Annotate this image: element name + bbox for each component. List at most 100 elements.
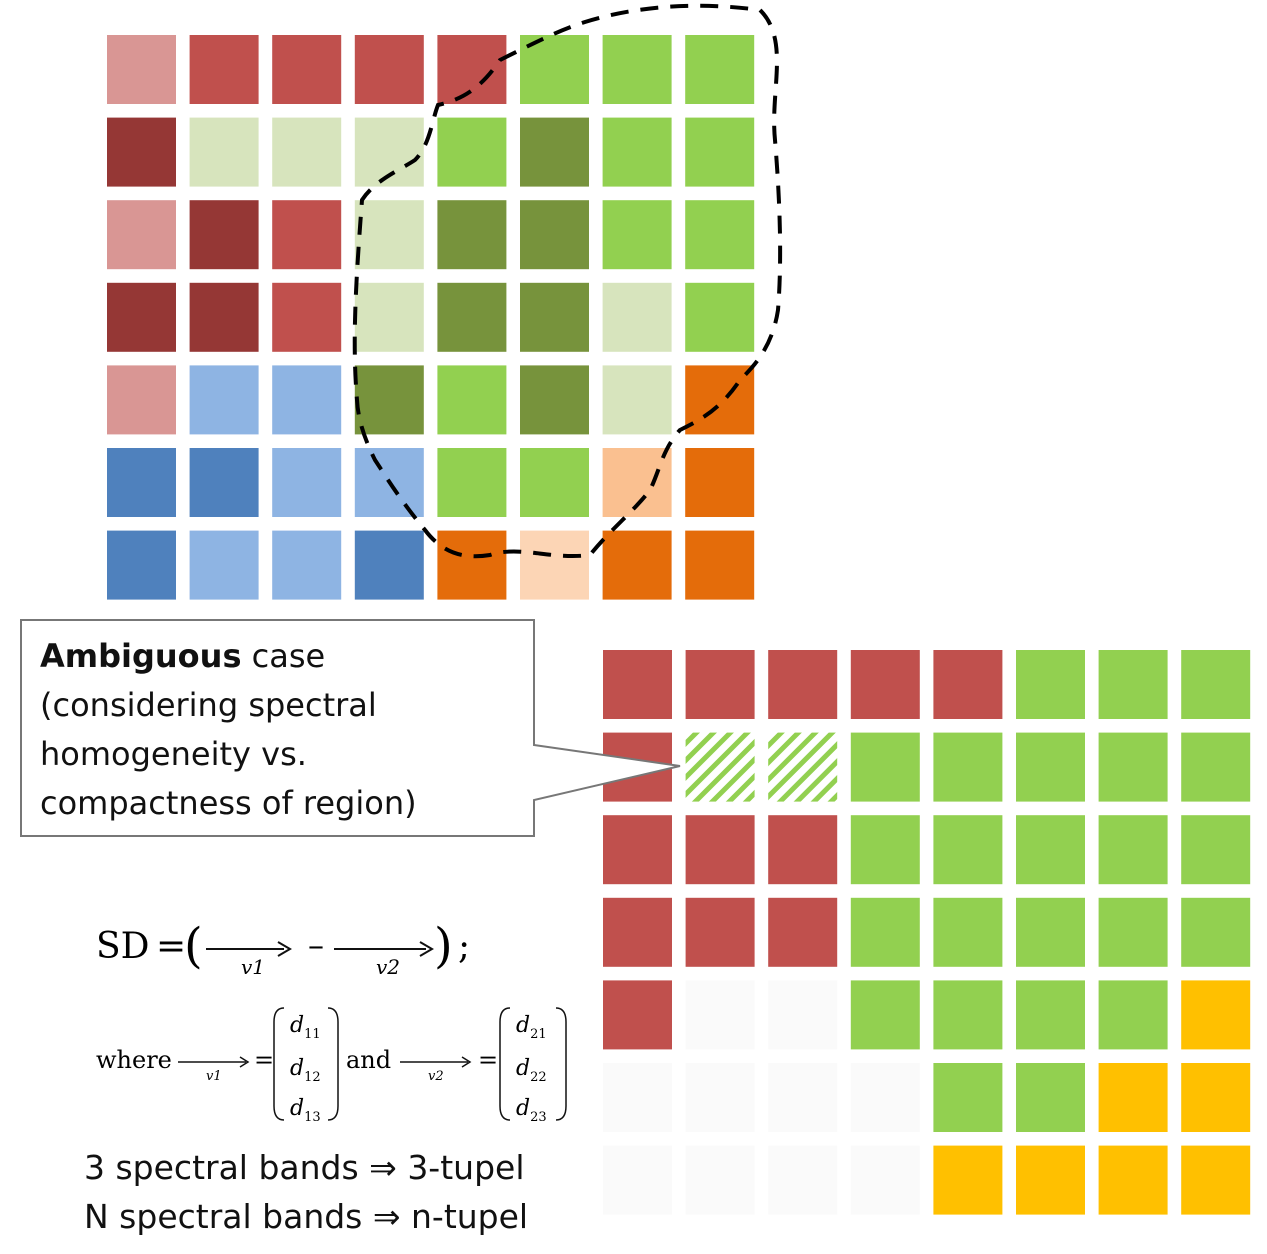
bottom-grid-cell-r3-c7 <box>1098 815 1168 885</box>
bottom-grid-cell-r2-c8 <box>1181 732 1251 802</box>
d12: d12 <box>290 1056 321 1085</box>
sd-label: SD <box>96 926 150 967</box>
bottom-grid-cell-r1-c2 <box>685 650 755 719</box>
paren-close: ) <box>434 918 453 974</box>
bottom-grid-cell-r4-c2 <box>685 897 755 967</box>
top-grid-cell-r5-c7 <box>602 365 672 435</box>
top-grid-cell-r4-c4 <box>354 282 424 352</box>
dashed-region-boundary <box>352 3 783 559</box>
minus-sign: – <box>308 926 324 964</box>
callout-bold: Ambiguous <box>40 637 242 675</box>
top-grid-cell-r1-c8 <box>685 35 755 104</box>
where-label: where <box>96 1046 172 1074</box>
top-grid-cell-r2-c1 <box>107 117 176 187</box>
top-grid-cell-r2-c2 <box>189 117 259 187</box>
top-grid-cell-r5-c1 <box>107 365 176 435</box>
bottom-grid-cell-r6-c3 <box>768 1063 838 1132</box>
top-grid-cell-r1-c5 <box>437 35 507 104</box>
top-grid-cell-r6-c6 <box>520 448 589 517</box>
top-grid-cell-r2-c7 <box>602 117 672 187</box>
top-grid-cell-r3-c7 <box>602 200 672 270</box>
callout-line-3: homogeneity vs. <box>40 735 307 773</box>
v2-small: v2 <box>428 1069 444 1084</box>
spectral-distance-formula: SD = ( v1 – v2 ) ; where v1 = d11 d12 d1… <box>96 918 567 1125</box>
top-grid-cell-r4-c2 <box>189 282 259 352</box>
bottom-grid-cell-r5-c6 <box>1016 980 1085 1050</box>
d23: d23 <box>516 1096 547 1125</box>
v1-label: v1 <box>241 955 265 979</box>
top-grid-cell-r4-c1 <box>107 282 176 352</box>
equals-1: = <box>156 926 186 967</box>
top-grid-cell-r5-c4 <box>354 365 424 435</box>
bottom-grid-cell-r6-c2 <box>685 1063 755 1132</box>
top-grid-cell-r5-c3 <box>272 365 342 435</box>
callout-line-4: compactness of region) <box>40 784 417 822</box>
matrix1-right-bracket <box>327 1007 339 1121</box>
top-grid-cell-r7-c2 <box>189 530 259 600</box>
bottom-grid-cell-r4-c3 <box>768 897 838 967</box>
bottom-grid-cell-r5-c3 <box>768 980 838 1050</box>
bottom-grid-cell-r1-c7 <box>1098 650 1168 719</box>
vector-arrowhead-4 <box>461 1056 472 1068</box>
paren-open: ( <box>184 918 203 974</box>
top-grid-cell-r3-c6 <box>520 200 589 270</box>
bottom-grid-cell-r6-c6 <box>1016 1063 1085 1132</box>
top-grid-cell-r5-c5 <box>437 365 507 435</box>
bottom-grid-cell-r6-c4 <box>850 1063 920 1132</box>
bottom-grid-cell-r1-c3 <box>768 650 838 719</box>
bottom-grid-cell-r4-c8 <box>1181 897 1251 967</box>
bottom-grid-cell-r7-c8 <box>1181 1145 1251 1215</box>
top-grid-cell-r2-c8 <box>685 117 755 187</box>
top-grid-cell-r5-c2 <box>189 365 259 435</box>
equals-2: = <box>254 1046 274 1074</box>
bottom-grid-cell-r3-c6 <box>1016 815 1085 885</box>
top-grid-cell-r7-c8 <box>685 530 755 600</box>
vector-arrowhead-2 <box>419 941 434 957</box>
bottom-grid-cell-r1-c8 <box>1181 650 1251 719</box>
top-grid-cell-r7-c6 <box>520 530 589 600</box>
top-grid-cell-r4-c8 <box>685 282 755 352</box>
top-grid-cell-r7-c1 <box>107 530 176 600</box>
top-grid-cell-r4-c3 <box>272 282 342 352</box>
v1-small: v1 <box>206 1069 222 1084</box>
top-grid-cell-r7-c4 <box>354 530 424 600</box>
vector-arrowhead-3 <box>239 1056 250 1068</box>
bottom-grid-cell-r5-c8 <box>1181 980 1251 1050</box>
top-grid-cell-r3-c8 <box>685 200 755 270</box>
d13: d13 <box>290 1096 321 1125</box>
top-grid-cell-r6-c3 <box>272 448 342 517</box>
bottom-grid-cell-r7-c5 <box>933 1145 1003 1215</box>
top-grid-cell-r4-c5 <box>437 282 507 352</box>
top-grid-cell-r4-c7 <box>602 282 672 352</box>
bottom-grid-cell-r4-c7 <box>1098 897 1168 967</box>
bottom-grid-cell-r7-c4 <box>850 1145 920 1215</box>
d21: d21 <box>516 1013 547 1042</box>
bottom-grid-cell-r7-c2 <box>685 1145 755 1215</box>
bottom-grid-cell-r5-c5 <box>933 980 1003 1050</box>
matrix1-left-bracket <box>273 1007 285 1121</box>
bottom-grid-cell-r5-c2 <box>685 980 755 1050</box>
bottom-grid-cell-r2-c5 <box>933 732 1003 802</box>
top-grid-cell-r6-c1 <box>107 448 176 517</box>
top-grid-cell-r6-c2 <box>189 448 259 517</box>
bottom-grid-cell-r5-c4 <box>850 980 920 1050</box>
bottom-grid-cell-r7-c1 <box>603 1145 672 1215</box>
callout-text: Ambiguous case (considering spectral hom… <box>40 632 520 828</box>
matrix2-right-bracket <box>555 1007 567 1121</box>
top-grid-cell-r7-c7 <box>602 530 672 600</box>
bottom-grid-cell-r4-c1 <box>603 897 672 967</box>
bottom-grid-cell-r2-c7 <box>1098 732 1168 802</box>
d22: d22 <box>516 1056 547 1085</box>
matrix2-left-bracket <box>499 1007 511 1121</box>
bottom-grid-cell-r2-c4 <box>850 732 920 802</box>
bottom-grid-cell-r7-c6 <box>1016 1145 1085 1215</box>
bottom-grid-cell-r1-c4 <box>850 650 920 719</box>
top-grid-cell-r2-c3 <box>272 117 342 187</box>
bottom-grid-cell-r5-c7 <box>1098 980 1168 1050</box>
callout-line-2: (considering spectral <box>40 686 377 724</box>
bottom-grid-cell-r6-c5 <box>933 1063 1003 1132</box>
top-grid-cell-r3-c1 <box>107 200 176 270</box>
vector-arrowhead-1 <box>277 941 292 957</box>
top-grid-cell-r1-c2 <box>189 35 259 104</box>
bottom-grid-cell-r6-c8 <box>1181 1063 1251 1132</box>
